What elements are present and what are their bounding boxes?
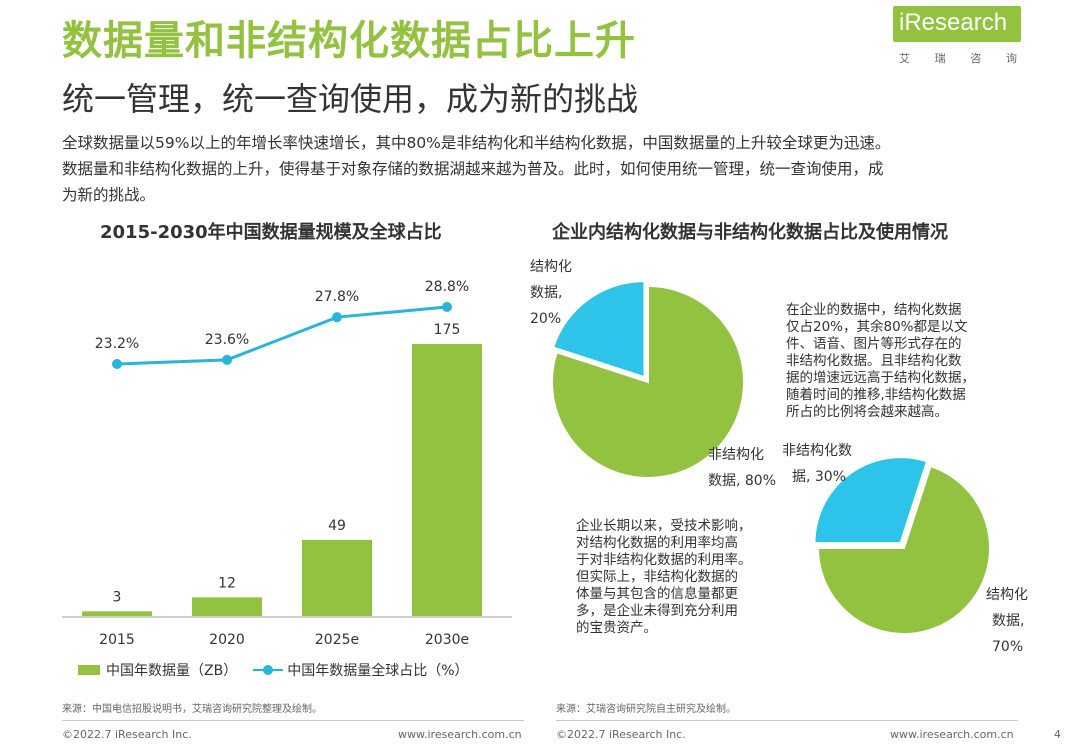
note-1-line: 所占的比例将会越来越高。 [786, 404, 948, 420]
bar [412, 344, 482, 616]
footer-divider-left [62, 720, 524, 721]
pie1-label-unstructured: 非结构化 数据, 80% [708, 442, 776, 494]
note-1: 在企业的数据中，结构化数据 仅占20%，其余80%都是以文 件、语音、图片等形式… [786, 302, 1026, 421]
line-point [332, 312, 342, 323]
pie-chart-1 [551, 280, 745, 479]
legend-line-swatch [253, 664, 284, 676]
source-right: 来源：艾瑞咨询研究院自主研究及绘制。 [556, 704, 736, 715]
logo-cn-char: 咨 [970, 52, 982, 65]
note-2-line: 但实际上，非结构化数据的 [576, 569, 738, 585]
note-2: 企业长期以来，受技术影响， 对结构化数据的利用率均高 于对非结构化数据的利用率。… [576, 518, 796, 637]
bar-value-label: 49 [328, 518, 346, 534]
chart-legend: 中国年数据量（ZB） 中国年数据量全球占比（%） [78, 660, 469, 680]
line-point-label: 28.8% [425, 279, 469, 295]
pie-chart-2 [813, 456, 991, 635]
pie1-label-line: 数据, [530, 285, 563, 301]
bar [82, 611, 152, 616]
note-1-line: 件、语音、图片等形式存在的 [786, 336, 962, 352]
note-1-line: 据的增速远远高于结构化数据， [786, 370, 975, 386]
bar [302, 539, 372, 616]
logo-cn-char: 瑞 [934, 52, 946, 65]
pie1-label-line: 结构化 [530, 259, 572, 275]
footer-copyright-left: ©2022.7 iResearch Inc. [62, 728, 192, 741]
x-tick-label: 2020 [209, 632, 245, 648]
note-2-line: 企业长期以来，受技术影响， [576, 518, 752, 534]
bar-chart-title: 2015-2030年中国数据量规模及全球占比 [100, 222, 442, 243]
intro-line-3: 为新的挑战。 [62, 186, 156, 204]
line-point [442, 302, 452, 312]
line-point-label: 23.2% [95, 336, 139, 352]
pie-chart-title: 企业内结构化数据与非结构化数据占比及使用情况 [552, 222, 948, 243]
line-point-label: 23.6% [205, 332, 249, 348]
pie2-label-line: 非结构化数 [782, 443, 852, 459]
note-2-line: 的宝贵资产。 [576, 620, 657, 636]
note-2-line: 体量与其包含的信息量都更 [576, 586, 738, 602]
line-point-label: 27.8% [315, 289, 359, 305]
note-1-line: 随着时间的推移,非结构化数据 [786, 387, 966, 403]
pie1-label-line: 非结构化 [708, 447, 764, 463]
intro-line-2: 数据量和非结构化数据的上升，使得基于对象存储的数据湖越来越为普及。此时，如何使用… [62, 160, 884, 178]
legend-line-label: 中国年数据量全球占比（%） [287, 663, 469, 679]
iresearch-logo: iResearch 艾 瑞 咨 询 [893, 6, 1021, 68]
logo-cn-text: 艾 瑞 咨 询 [899, 50, 1017, 66]
logo-text: iResearch [899, 9, 1008, 36]
bar-value-label: 3 [113, 589, 122, 605]
logo-badge: iResearch [893, 6, 1021, 42]
pie-slice [813, 456, 929, 545]
pie2-label-line: 据, 30% [792, 469, 847, 485]
bar-value-label: 12 [218, 575, 236, 591]
intro-line-1: 全球数据量以59%以上的年增长率快速增长，其中80%是非结构化和半结构化数据，中… [62, 134, 891, 152]
page-subtitle: 统一管理，统一查询使用，成为新的挑战 [62, 80, 639, 118]
pie-slice [551, 284, 745, 479]
pie2-label-structured: 结构化 数据, 70% [986, 582, 1028, 660]
page-title: 数据量和非结构化数据占比上升 [62, 18, 636, 64]
bar-value-label: 175 [434, 322, 461, 338]
note-2-line: 于对非结构化数据的利用率。 [576, 552, 752, 568]
x-tick-label: 2030e [425, 632, 469, 648]
line-point [112, 359, 122, 369]
note-1-line: 仅占20%，其余80%都是以文 [786, 319, 968, 335]
source-left: 来源：中国电信招股说明书，艾瑞咨询研究院整理及绘制。 [62, 704, 322, 715]
footer-url-left[interactable]: www.iresearch.com.cn [398, 728, 522, 741]
legend-bar-label: 中国年数据量（ZB） [106, 663, 238, 679]
legend-bar-swatch [78, 665, 100, 675]
page-number: 4 [1054, 728, 1061, 741]
pie2-label-line: 70% [992, 639, 1024, 655]
note-2-line: 多，是企业未得到充分利用 [576, 603, 738, 619]
footer-url-right[interactable]: www.iresearch.com.cn [890, 728, 1014, 741]
logo-cn-char: 询 [1005, 52, 1017, 65]
footer-divider-right [556, 720, 1018, 721]
logo-cn-char: 艾 [899, 52, 910, 65]
pie-slice [816, 464, 991, 635]
pie1-label-line: 数据, 80% [708, 473, 777, 489]
note-1-line: 非结构化数据。且非结构化数 [786, 353, 962, 369]
pie1-label-structured: 结构化 数据, 20% [530, 254, 572, 332]
x-tick-label: 2025e [315, 632, 359, 648]
bar [192, 597, 262, 616]
pie2-label-unstructured: 非结构化数 据, 30% [782, 438, 852, 490]
pie2-label-line: 数据, [992, 613, 1025, 629]
pie1-label-line: 20% [530, 311, 562, 327]
footer-copyright-right: ©2022.7 iResearch Inc. [556, 728, 686, 741]
pie2-label-line: 结构化 [986, 587, 1028, 603]
note-1-line: 在企业的数据中，结构化数据 [786, 302, 962, 318]
note-2-line: 对结构化数据的利用率均高 [576, 535, 738, 551]
line-series [116, 305, 448, 366]
line-point [222, 354, 232, 365]
bar-line-chart: 3 2015 12 2020 49 2025e 175 2030e 23.2% 23.6% 27.8… [62, 279, 512, 648]
pie-slice [551, 280, 646, 379]
x-tick-label: 2015 [99, 632, 135, 648]
